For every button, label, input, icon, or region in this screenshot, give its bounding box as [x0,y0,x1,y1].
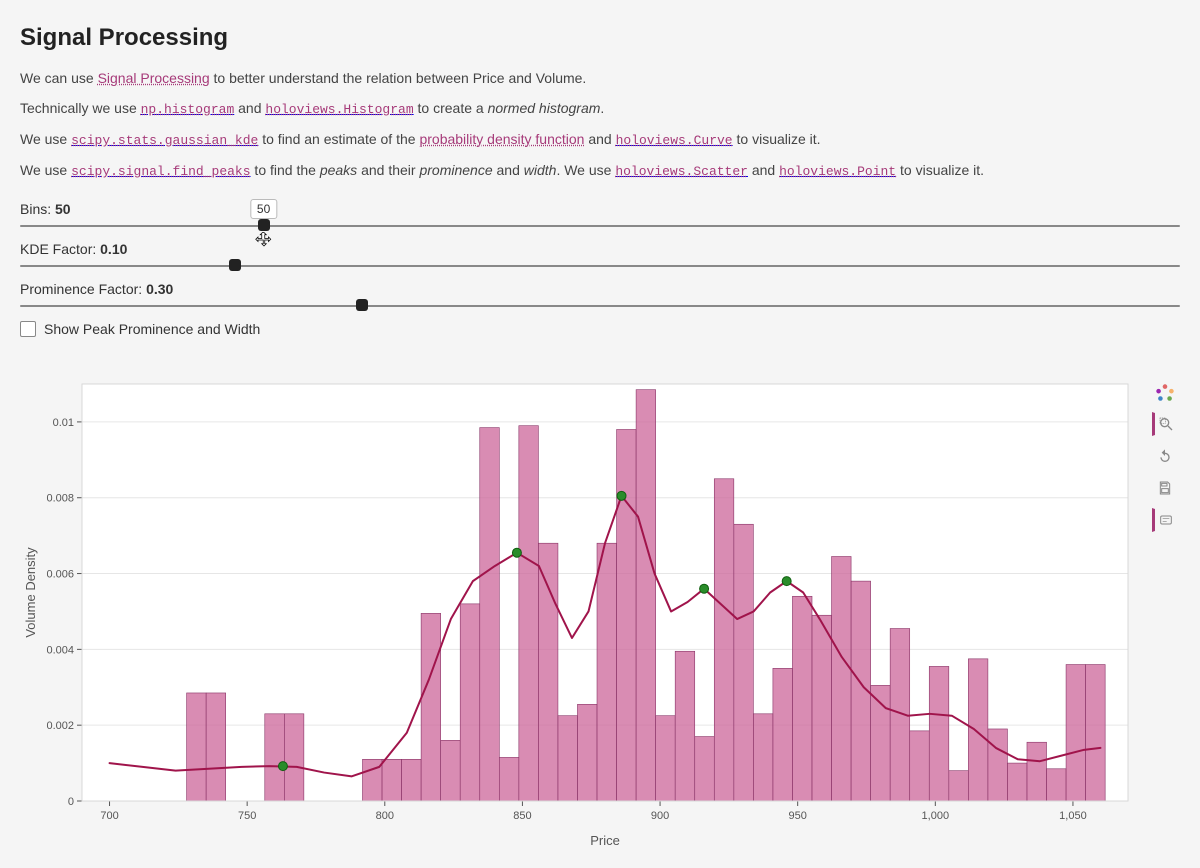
svg-text:800: 800 [376,810,394,822]
page-title: Signal Processing [20,24,1180,52]
svg-text:0.002: 0.002 [46,720,74,732]
text: to create a [414,100,488,116]
bins-value: 50 [55,201,71,217]
text: We can use [20,70,98,86]
text: . [600,100,604,116]
show-peak-checkbox-label: Show Peak Prominence and Width [44,321,260,337]
hover-tool[interactable] [1152,508,1178,532]
svg-text:Price: Price [590,833,620,848]
text: to visualize it. [733,131,821,147]
svg-text:750: 750 [238,810,256,822]
prominence-slider[interactable] [20,305,1180,307]
bins-control: Bins: 50 50 [20,201,1180,227]
text: to visualize it. [896,162,984,178]
text: . We use [556,162,615,178]
holoviews-histogram-link[interactable]: holoviews.Histogram [265,100,413,116]
svg-text:0.004: 0.004 [46,644,74,656]
holoviews-point-link[interactable]: holoviews.Point [779,162,896,178]
svg-text:0.01: 0.01 [53,417,74,429]
text: Technically we use [20,100,141,116]
gaussian-kde-link[interactable]: scipy.stats.gaussian_kde [71,131,258,147]
svg-text:1,000: 1,000 [922,810,950,822]
text: We use [20,162,71,178]
kde-slider-thumb[interactable] [229,259,241,271]
width-text: width [524,162,557,178]
kde-slider[interactable] [20,265,1180,267]
chart-toolbar [1150,378,1180,532]
prominence-slider-thumb[interactable] [356,299,368,311]
chart-svg: 700 750 800 850 900 950 1,000 1,050 0 0.002 0.004 0… [20,378,1150,858]
peaks-text: peaks [320,162,357,178]
bokeh-logo-icon [1154,382,1176,404]
np-histogram-link[interactable]: np.histogram [141,100,235,116]
intro-para-3: We use scipy.stats.gaussian_kde to find … [20,131,1180,148]
box-zoom-tool[interactable] [1152,412,1178,436]
chart-container: 700 750 800 850 900 950 1,000 1,050 0 0.002 0.004 0… [20,378,1180,863]
show-peak-checkbox[interactable] [20,321,36,337]
intro-para-1: We can use Signal Processing to better u… [20,70,1180,86]
prominence-value: 0.30 [146,281,173,297]
intro-para-2: Technically we use np.histogram and holo… [20,100,1180,117]
bins-slider[interactable]: 50 [20,225,1180,227]
text: We use [20,131,71,147]
svg-text:850: 850 [513,810,531,822]
prominence-control: Prominence Factor: 0.30 [20,281,1180,307]
svg-text:1,050: 1,050 [1059,810,1087,822]
kde-value: 0.10 [100,241,127,257]
svg-text:0.008: 0.008 [46,493,74,505]
intro-para-4: We use scipy.signal.find_peaks to find t… [20,162,1180,179]
reset-tool[interactable] [1153,444,1177,468]
text: and [748,162,779,178]
svg-text:700: 700 [100,810,118,822]
svg-text:Volume Density: Volume Density [23,547,38,638]
page-root: Signal Processing We can use Signal Proc… [0,0,1200,868]
svg-text:950: 950 [789,810,807,822]
text: and [584,131,615,147]
text: and their [357,162,419,178]
signal-processing-link[interactable]: Signal Processing [98,70,210,86]
svg-text:0.006: 0.006 [46,569,74,581]
bins-label: Bins: 50 [20,201,71,217]
svg-text:900: 900 [651,810,669,822]
svg-text:0: 0 [68,796,74,808]
save-tool[interactable] [1153,476,1177,500]
prominence-text: prominence [419,162,492,178]
text: to better understand the relation betwee… [210,70,587,86]
show-peak-checkbox-row: Show Peak Prominence and Width [20,321,1180,337]
bins-slider-thumb[interactable] [258,219,270,231]
find-peaks-link[interactable]: scipy.signal.find_peaks [71,162,250,178]
text: and [234,100,265,116]
text: to find an estimate of the [258,131,419,147]
kde-label: KDE Factor: 0.10 [20,241,127,257]
holoviews-scatter-link[interactable]: holoviews.Scatter [615,162,748,178]
text: and [493,162,524,178]
normed-histogram-text: normed histogram [488,100,601,116]
text: to find the [251,162,320,178]
holoviews-curve-link[interactable]: holoviews.Curve [616,131,733,147]
pdf-link[interactable]: probability density function [419,131,584,147]
prominence-label: Prominence Factor: 0.30 [20,281,173,297]
chart-plot-area[interactable]: 700 750 800 850 900 950 1,000 1,050 0 0.002 0.004 0… [20,378,1150,863]
kde-control: KDE Factor: 0.10 [20,241,1180,267]
bins-tooltip: 50 [250,199,277,219]
